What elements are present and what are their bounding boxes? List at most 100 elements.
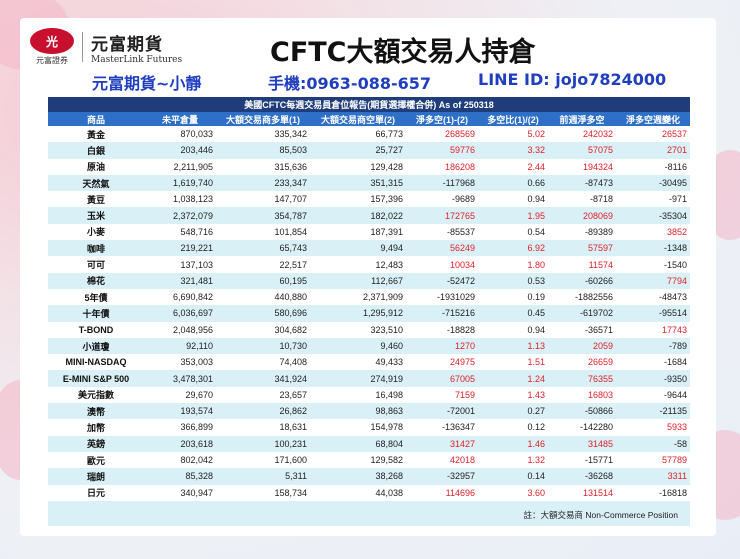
commodity-name: 歐元 [48, 451, 144, 469]
commodity-name: 加幣 [48, 419, 144, 436]
table-row: 白銀 203,446 85,503 25,727 59776 3.32 57075 2701 [48, 142, 691, 159]
table-cell: -9350 [616, 370, 691, 387]
table-cell: 315,636 [216, 158, 310, 175]
commodity-name: MINI-NASDAQ [48, 354, 144, 371]
table-caption: 美國CFTC每週交易員倉位報告(期貨選擇權合併) As of 250318 [48, 97, 691, 112]
table-cell: 268569 [406, 126, 478, 143]
table-cell: -117968 [406, 174, 478, 192]
table-cell: 65,743 [216, 240, 310, 257]
column-header: 淨多空(1)-(2) [406, 112, 478, 126]
table-cell: 354,787 [216, 207, 310, 224]
table-cell: 341,924 [216, 370, 310, 387]
table-cell: 1,619,740 [144, 174, 216, 192]
table-cell: 7159 [406, 386, 478, 404]
table-row: MINI-NASDAQ 353,003 74,408 49,433 24975 1.51 2… [48, 354, 691, 371]
table-cell: 0.12 [478, 419, 548, 436]
table-cell: 57075 [548, 142, 616, 159]
cftc-positions-table: 美國CFTC每週交易員倉位報告(期貨選擇權合併) As of 250318 商品… [48, 97, 691, 518]
table-cell: -48473 [616, 288, 691, 306]
table-cell: 157,396 [310, 191, 406, 208]
table-cell: 3,478,301 [144, 370, 216, 387]
table-cell: 351,315 [310, 174, 406, 192]
table-cell: -1931029 [406, 288, 478, 306]
table-cell: -87473 [548, 174, 616, 192]
table-cell: -50866 [548, 403, 616, 420]
table-cell: 1270 [406, 337, 478, 355]
table-cell: 101,854 [216, 223, 310, 241]
table-cell: 2,048,956 [144, 321, 216, 338]
table-cell: 0.94 [478, 191, 548, 208]
commodity-name: E-MINI S&P 500 [48, 370, 144, 387]
table-cell: 57597 [548, 240, 616, 257]
table-cell: 242032 [548, 126, 616, 143]
table-cell: -85537 [406, 223, 478, 241]
table-cell: -136347 [406, 419, 478, 436]
table-cell: 25,727 [310, 142, 406, 159]
table-cell: 158,734 [216, 484, 310, 501]
table-cell: -30495 [616, 174, 691, 192]
table-cell: 323,510 [310, 321, 406, 338]
table-row: 可可 137,103 22,517 12,483 10034 1.80 11574 -1540 [48, 256, 691, 273]
table-cell: -36268 [548, 468, 616, 485]
table-cell: 186208 [406, 158, 478, 175]
table-cell: 5,311 [216, 468, 310, 485]
table-cell: 321,481 [144, 272, 216, 289]
table-row: T-BOND 2,048,956 304,682 323,510 -18828 0.94-… [48, 321, 691, 338]
table-cell: 100,231 [216, 435, 310, 452]
table-cell: 6,690,842 [144, 288, 216, 306]
table-cell: -789 [616, 337, 691, 355]
commodity-name: 棉花 [48, 272, 144, 289]
table-cell: 203,446 [144, 142, 216, 159]
table-cell: 1.46 [478, 435, 548, 452]
table-row: 瑞朗 85,328 5,311 38,268 -32957 0.14 -36268 3311 [48, 468, 691, 485]
table-cell: 0.53 [478, 272, 548, 289]
table-row: E-MINI S&P 500 3,478,301 341,924 274,919 670… [48, 370, 691, 387]
table-cell: 92,110 [144, 337, 216, 355]
table-cell: 0.14 [478, 468, 548, 485]
table-cell: 1.13 [478, 337, 548, 355]
table-cell: 1.51 [478, 354, 548, 371]
table-cell: 274,919 [310, 370, 406, 387]
page-title: CFTC大額交易人持倉 [270, 37, 536, 68]
commodity-name: 可可 [48, 256, 144, 273]
commodity-name: 黃豆 [48, 191, 144, 208]
table-cell: 38,268 [310, 468, 406, 485]
table-cell: 7794 [616, 272, 691, 289]
logo-chinese-name: 元富期貨 [91, 34, 163, 55]
commodity-name: 黃金 [48, 126, 144, 143]
table-cell: 3311 [616, 468, 691, 485]
table-row: 歐元 802,042 171,600 129,582 42018 1.32 -15771 57… [48, 451, 691, 469]
contact-name: 元富期貨~小靜 [92, 74, 202, 93]
table-cell: 2059 [548, 337, 616, 355]
table-cell: 0.54 [478, 223, 548, 241]
table-cell: -36571 [548, 321, 616, 338]
table-cell: -8116 [616, 158, 691, 175]
table-cell: 129,582 [310, 451, 406, 469]
table-cell: 74,408 [216, 354, 310, 371]
table-cell: -9689 [406, 191, 478, 208]
table-cell: 1.32 [478, 451, 548, 469]
table-cell: -715216 [406, 305, 478, 322]
table-cell: 31485 [548, 435, 616, 452]
table-cell: -1684 [616, 354, 691, 371]
commodity-name: 美元指數 [48, 386, 144, 404]
table-cell: 12,483 [310, 256, 406, 273]
table-cell: 5933 [616, 419, 691, 436]
commodity-name: 小道瓊 [48, 337, 144, 355]
contact-line-id: LINE ID: jojo7824000 [478, 70, 667, 89]
table-cell: -95514 [616, 305, 691, 322]
commodity-name: 十年債 [48, 305, 144, 322]
table-cell: -9644 [616, 386, 691, 404]
commodity-name: 瑞朗 [48, 468, 144, 485]
table-cell: -971 [616, 191, 691, 208]
table-cell: 353,003 [144, 354, 216, 371]
table-cell: 366,899 [144, 419, 216, 436]
commodity-name: 白銀 [48, 142, 144, 159]
table-cell: 2,211,905 [144, 158, 216, 175]
table-cell: 44,038 [310, 484, 406, 501]
table-cell: 3.60 [478, 484, 548, 501]
table-cell: 137,103 [144, 256, 216, 273]
commodity-name: 小麥 [48, 223, 144, 241]
table-cell: -58 [616, 435, 691, 452]
table-cell: -72001 [406, 403, 478, 420]
